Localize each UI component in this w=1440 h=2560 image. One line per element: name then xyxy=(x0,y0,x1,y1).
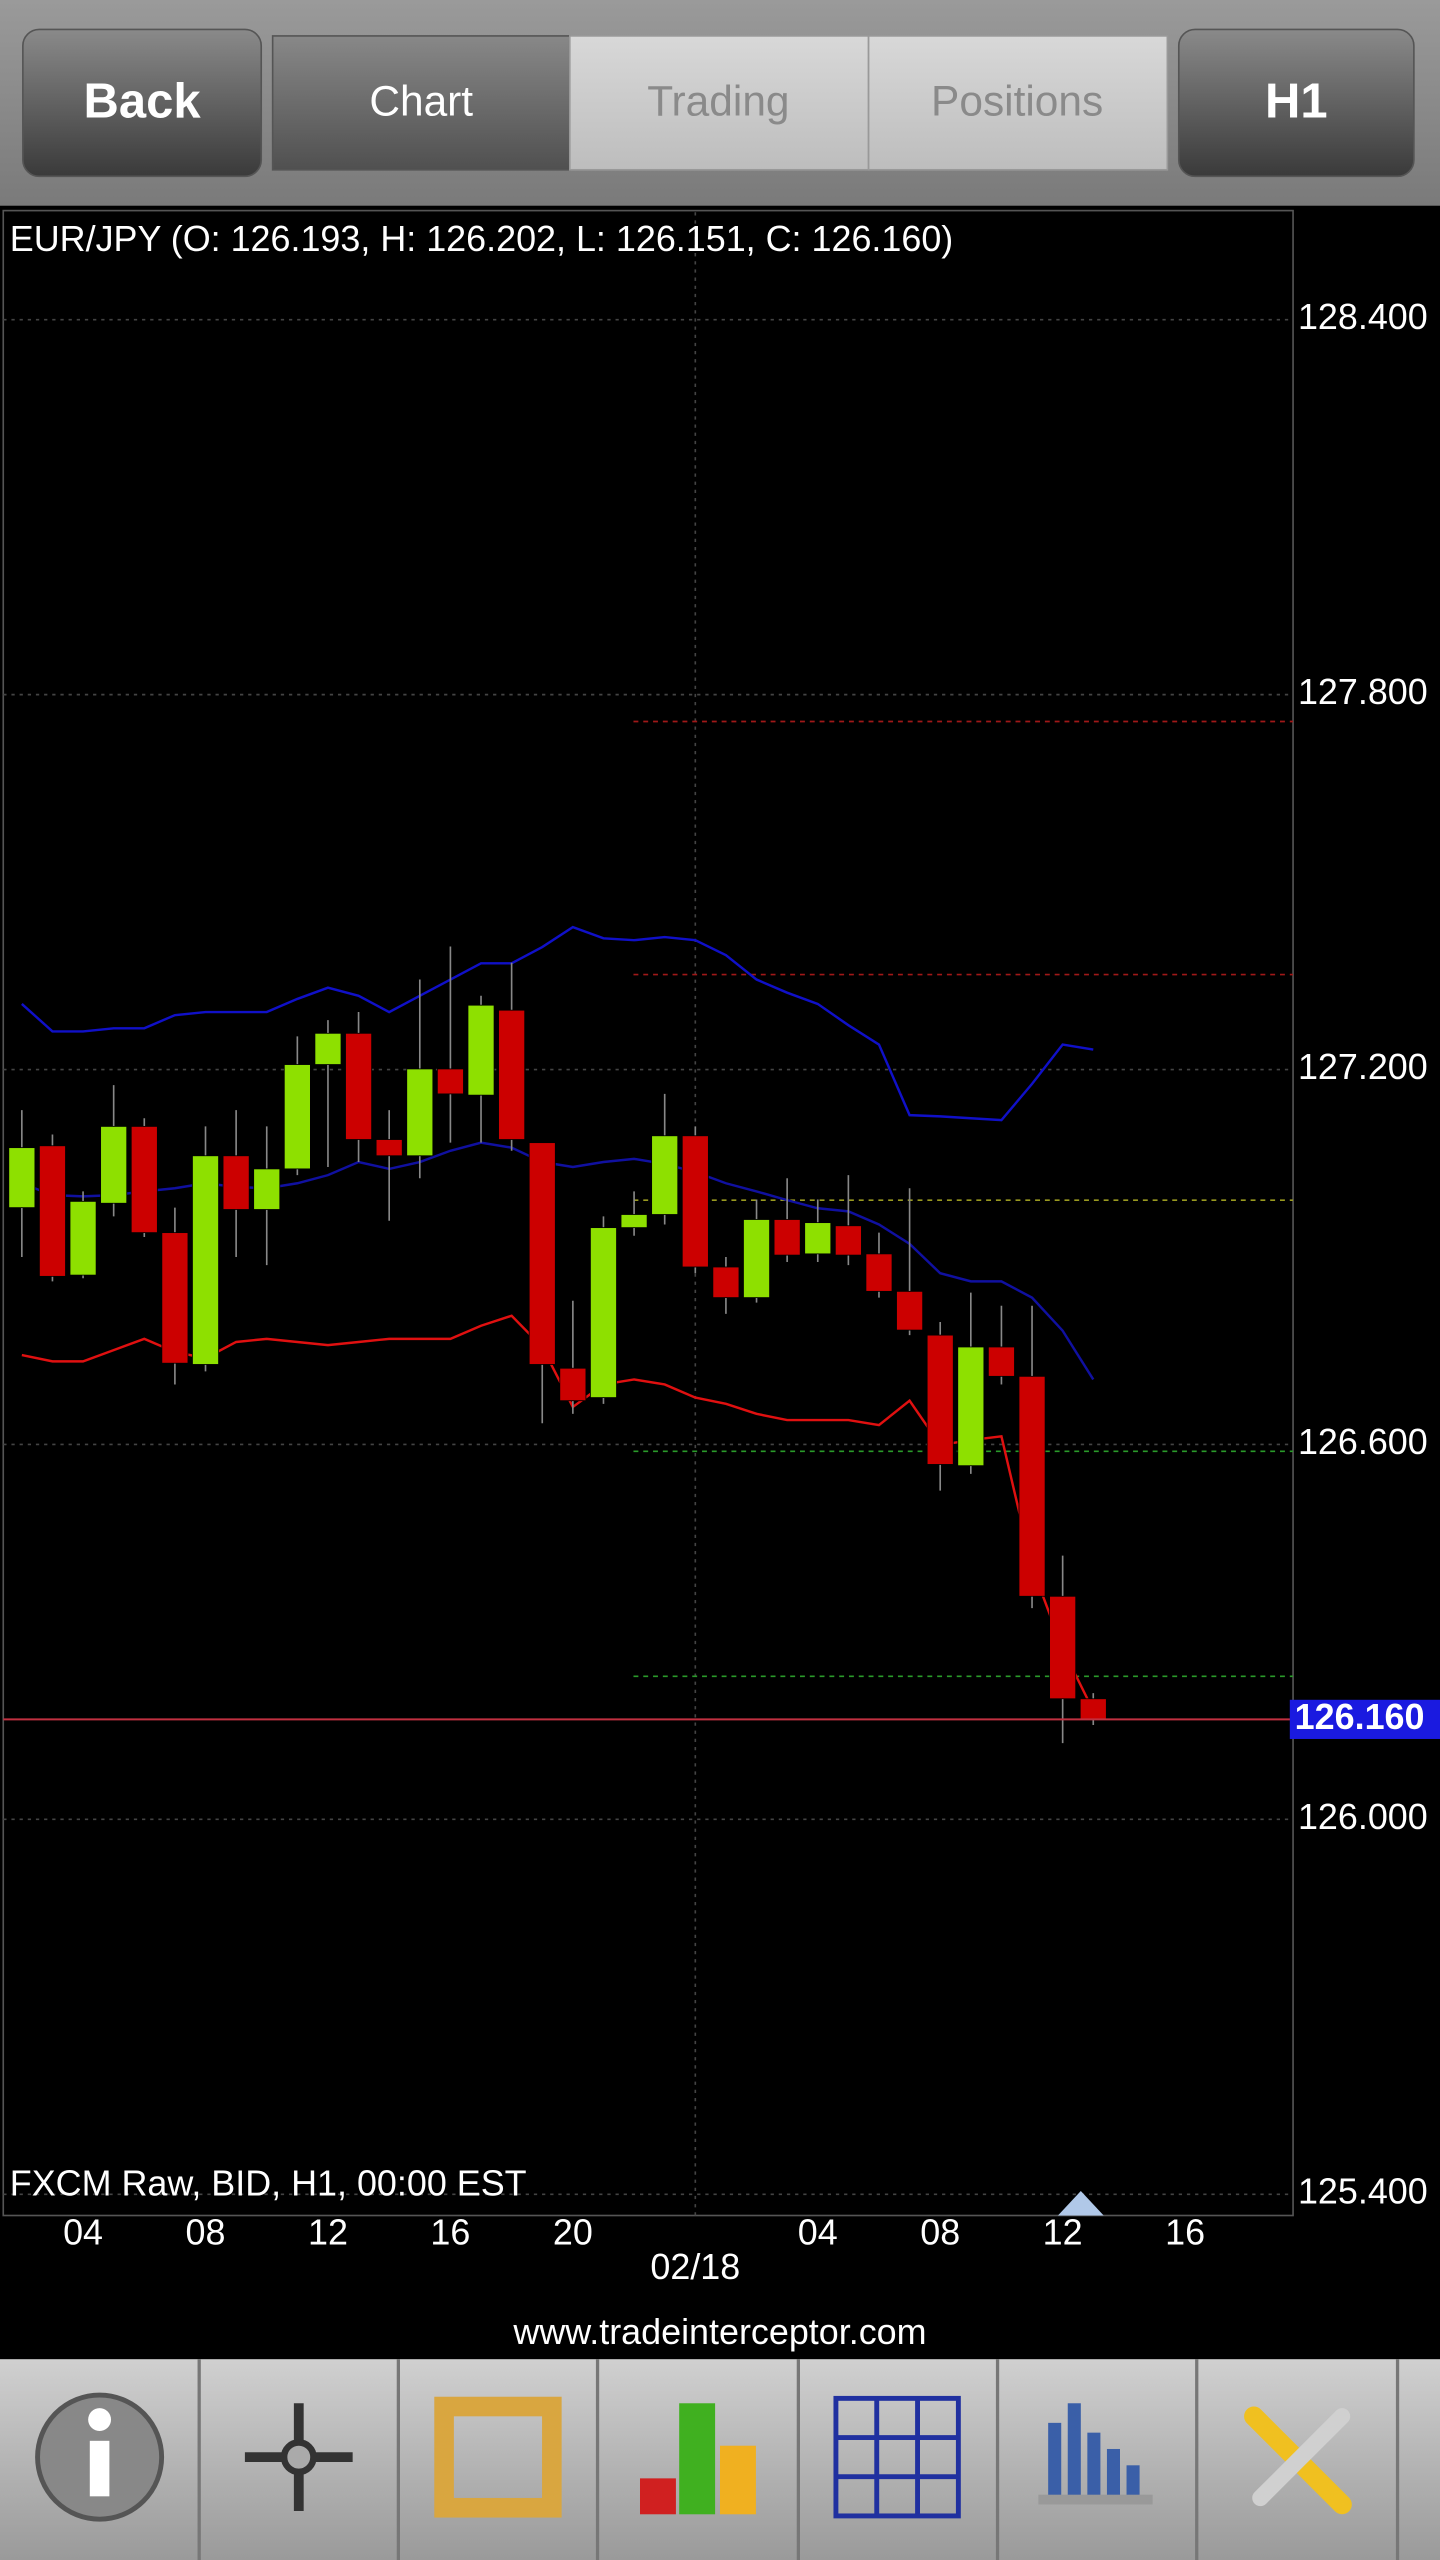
x-tick-label: 02/18 xyxy=(650,2246,740,2287)
x-tick-label: 16 xyxy=(430,2212,470,2253)
candle-body xyxy=(712,1266,740,1299)
chart xyxy=(3,212,1294,2216)
timeframe-button[interactable] xyxy=(1177,28,1415,178)
back-label[interactable]: Back xyxy=(84,74,202,128)
info-icon[interactable] xyxy=(35,2392,165,2522)
x-tick-label: 08 xyxy=(920,2212,960,2253)
y-tick-label: 128.400 xyxy=(1298,296,1428,337)
tab-label[interactable]: Positions xyxy=(931,78,1103,125)
candle-body xyxy=(130,1125,158,1234)
candle-body xyxy=(651,1135,679,1215)
indicator-line xyxy=(21,925,1094,1122)
chart-title: EUR/JPY (O: 126.193, H: 126.202, L: 126.… xyxy=(10,218,953,259)
candle-body xyxy=(620,1214,648,1229)
footer-url[interactable]: www.tradeinterceptor.com xyxy=(512,2311,926,2352)
x-tick-label: 12 xyxy=(1043,2212,1083,2253)
scroll-marker xyxy=(1057,2191,1104,2216)
y-tick-label: 126.600 xyxy=(1298,1421,1428,1462)
x-tick-label: 16 xyxy=(1165,2212,1205,2253)
candle-body xyxy=(8,1147,36,1209)
x-tick-label: 20 xyxy=(553,2212,593,2253)
timeframe-label[interactable]: H1 xyxy=(1265,74,1328,128)
ruler-icon[interactable] xyxy=(434,2396,562,2518)
chart-subtitle: FXCM Raw, BID, H1, 00:00 EST xyxy=(10,2163,527,2204)
x-tick-label: 12 xyxy=(308,2212,348,2253)
candle-body xyxy=(773,1219,801,1256)
candle-body xyxy=(498,1009,526,1140)
chart-type-icon[interactable] xyxy=(640,2403,756,2515)
candle-body xyxy=(161,1232,189,1364)
candle-body xyxy=(69,1200,97,1276)
tab-label[interactable]: Chart xyxy=(369,78,473,125)
candle-body xyxy=(896,1290,924,1331)
candle-body xyxy=(467,1004,495,1096)
candle-body xyxy=(926,1334,954,1465)
y-tick-label: 127.200 xyxy=(1298,1046,1428,1087)
candle-body xyxy=(590,1227,617,1398)
candle-body xyxy=(283,1064,311,1170)
x-tick-label: 04 xyxy=(798,2212,838,2253)
candle-body xyxy=(38,1145,66,1277)
candle-body xyxy=(436,1068,464,1095)
x-tick-label: 04 xyxy=(63,2212,103,2253)
candle-body xyxy=(1079,1698,1107,1720)
toolbar-dividers xyxy=(197,2359,1400,2560)
candle-body xyxy=(406,1068,434,1157)
current-price-label: 126.160 xyxy=(1295,1696,1425,1737)
candle-body xyxy=(987,1346,1015,1377)
candle-body xyxy=(253,1168,281,1210)
candle-body xyxy=(559,1367,587,1402)
candle-body xyxy=(100,1125,128,1204)
candle-body xyxy=(222,1155,250,1210)
candle-body xyxy=(314,1032,342,1065)
tab[interactable] xyxy=(867,35,1169,171)
candle-body xyxy=(1049,1595,1077,1700)
y-tick-label: 126.000 xyxy=(1298,1796,1428,1837)
back-button[interactable] xyxy=(22,28,263,178)
y-tick-label: 125.400 xyxy=(1298,2171,1428,2212)
y-tick-label: 127.800 xyxy=(1298,671,1428,712)
candle-body xyxy=(375,1139,403,1157)
tab[interactable] xyxy=(271,35,571,171)
tab-label[interactable]: Trading xyxy=(647,78,789,125)
settings-icon[interactable] xyxy=(1244,2406,1352,2515)
current-price-box xyxy=(1289,1699,1440,1739)
candle-body xyxy=(1018,1375,1046,1597)
candle-body xyxy=(743,1219,770,1299)
x-tick-label: 08 xyxy=(186,2212,226,2253)
candle-body xyxy=(681,1135,709,1268)
candle-body xyxy=(345,1032,373,1140)
candle-body xyxy=(804,1222,832,1255)
grid-icon[interactable] xyxy=(833,2395,961,2519)
candle-body xyxy=(865,1253,893,1292)
crosshair-icon[interactable] xyxy=(244,2403,353,2512)
indicators-icon[interactable] xyxy=(1038,2403,1153,2505)
candle-body xyxy=(834,1225,862,1256)
candle-body xyxy=(528,1142,556,1365)
candle-body xyxy=(957,1346,985,1467)
candle-body xyxy=(192,1155,219,1365)
